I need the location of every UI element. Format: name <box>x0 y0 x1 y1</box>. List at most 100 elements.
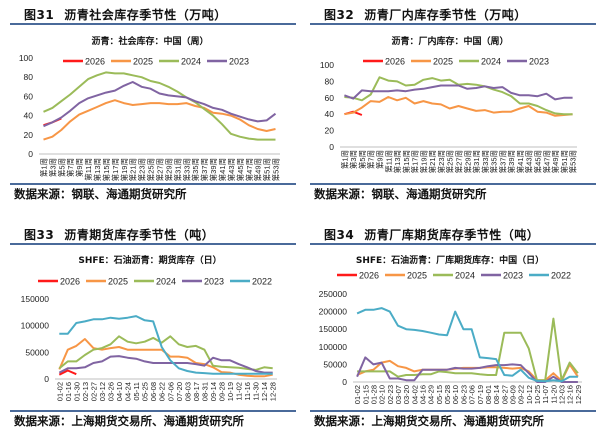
x-tick-label: 第13周 <box>392 150 402 173</box>
x-tick-label: 第19周 <box>119 158 129 181</box>
x-tick-label: 第31周 <box>172 158 182 181</box>
x-tick-label: 第7周 <box>65 158 75 177</box>
y-tick-label: 0 <box>44 374 49 384</box>
x-tick-label: 04-29 <box>427 385 436 404</box>
x-tick-label: 第39周 <box>506 150 516 173</box>
x-tick-label: 第11周 <box>383 150 393 173</box>
series-line-2026 <box>58 369 77 376</box>
x-tick-label: 第5周 <box>357 150 367 169</box>
x-tick-label: 第25周 <box>146 158 156 181</box>
legend-label-2025: 2025 <box>433 57 453 67</box>
x-tick-label: 第17周 <box>410 150 420 173</box>
y-tick-label: 100 <box>19 53 33 63</box>
legend-label-2023: 2023 <box>503 271 523 281</box>
x-tick-label: 第31周 <box>471 150 481 173</box>
legend-label-2023: 2023 <box>204 277 224 287</box>
x-tick-label: 第35周 <box>190 158 200 181</box>
x-tick-label: 第43周 <box>226 158 236 181</box>
x-tick-label: 05-11 <box>132 382 141 401</box>
x-tick-label: 01-16 <box>64 382 73 401</box>
series-line-2023 <box>58 355 273 374</box>
x-tick-label: 01-28 <box>369 385 378 404</box>
y-tick-label: 250000 <box>319 289 348 299</box>
x-tick-label: 01-30 <box>72 382 81 401</box>
x-tick-label: 07-19 <box>476 385 485 404</box>
title-rule <box>310 243 596 245</box>
x-tick-label: 10-12 <box>525 385 534 404</box>
x-tick-label: 05-15 <box>435 385 444 404</box>
x-tick-label: 12-29 <box>574 385 583 404</box>
x-tick-label: 08-27 <box>500 385 509 404</box>
legend-label-2024: 2024 <box>181 57 201 67</box>
source-note: 数据来源：钢联、海通期货研究所 <box>14 187 187 201</box>
figure-title-text: 沥青厂内库存季节性（万吨） <box>364 8 527 22</box>
x-tick-label: 09-28 <box>218 382 227 401</box>
x-tick-label: 第51周 <box>262 158 272 181</box>
x-tick-label: 05-25 <box>141 382 150 401</box>
legend-label-2023: 2023 <box>529 57 549 67</box>
x-tick-label: 01-02 <box>55 382 64 401</box>
legend-label-2023: 2023 <box>229 57 249 67</box>
x-tick-label: 第47周 <box>541 150 551 173</box>
legend-label-2024: 2024 <box>455 271 475 281</box>
panel-warehouse-futures-inventory: 图34 沥青厂库期货库存季节性（吨） SHFE：石油沥青：厂库期货库存：中国（日）… <box>300 220 600 439</box>
x-tick-label: 06-23 <box>459 385 468 404</box>
figure-number: 图34 <box>324 228 355 242</box>
figure-title-text: 沥青社会库存季节性（万吨） <box>64 8 227 22</box>
x-tick-label: 第41周 <box>515 150 525 173</box>
y-tick-label: 200000 <box>319 307 348 317</box>
x-tick-label: 12-16 <box>566 385 575 404</box>
figure-title: 图33 沥青期货库存季节性（吨） <box>24 226 214 243</box>
legend-label-2024: 2024 <box>481 57 501 67</box>
y-tick-label: 20 <box>24 130 34 140</box>
figure-title-text: 沥青厂库期货库存季节性（吨） <box>364 228 540 242</box>
x-tick-label: 09-09 <box>508 385 517 404</box>
chart-svg: 0 50000 100000 150000 01-02 01-16 01-30 02-13 02… <box>21 277 278 402</box>
x-tick-label: 第49周 <box>550 150 560 173</box>
title-rule <box>310 23 596 25</box>
x-tick-label: 08-31 <box>200 382 209 401</box>
panel-social-inventory: 图31 沥青社会库存季节性（万吨） 沥青：社会库存：中国（周） 0 20 40 60 80… <box>0 0 300 219</box>
x-tick-label: 03-20 <box>402 385 411 404</box>
x-tick-label: 08-17 <box>192 382 201 401</box>
chart-subtitle: SHFE：石油沥青：厂库期货库存：中国（日） <box>355 256 545 266</box>
figure-number: 图33 <box>24 228 55 242</box>
legend-label-2026: 2026 <box>85 57 105 67</box>
x-tick-label: 第45周 <box>235 158 245 181</box>
x-tick-label: 第41周 <box>217 158 227 181</box>
series-line-2024 <box>357 317 579 382</box>
x-tick-label: 03-07 <box>394 385 403 404</box>
x-tick-label: 第47周 <box>244 158 254 181</box>
y-tick-label: 150000 <box>319 324 348 334</box>
figure-title: 图31 沥青社会库存季节性（万吨） <box>24 6 227 23</box>
chart-svg: 020406080100第1周 第3周 第5周 第7周 第9周 第11周 第13周 第15周第… <box>19 53 281 181</box>
x-tick-label: 02-27 <box>89 382 98 401</box>
x-tick-label: 第9周 <box>74 158 84 177</box>
x-tick-label: 07-06 <box>468 385 477 404</box>
x-tick-label: 09-14 <box>209 382 218 401</box>
chart-subtitle: 沥青：社会库存：中国（周） <box>91 37 209 47</box>
y-tick-label: 100 <box>320 60 334 70</box>
y-tick-label: 80 <box>24 72 34 82</box>
y-tick-label: 0 <box>342 377 347 387</box>
y-tick-label: 80 <box>325 76 335 86</box>
x-tick-label: 第23周 <box>436 150 446 173</box>
x-tick-label: 第43周 <box>524 150 534 173</box>
x-tick-label: 12-14 <box>260 382 269 401</box>
x-tick-label: 第19周 <box>418 150 428 173</box>
legend-label-2026: 2026 <box>359 271 379 281</box>
y-tick-label: 100000 <box>21 321 50 331</box>
series-line-2022 <box>59 315 273 375</box>
x-tick-label: 第13周 <box>92 158 102 181</box>
legend-label-2022: 2022 <box>551 271 571 281</box>
series-line-2022 <box>356 307 578 383</box>
figure-title: 图32 沥青厂内库存季节性（万吨） <box>324 6 527 23</box>
x-tick-label: 第37周 <box>199 158 209 181</box>
source-rule <box>10 183 296 185</box>
x-tick-label: 08-14 <box>492 385 501 404</box>
series-line-2025 <box>43 99 276 141</box>
x-tick-label: 12-03 <box>558 385 567 404</box>
chart-svg: 0 50000 100000 150000 200000 250000 01-02 01-15… <box>319 271 583 405</box>
chart-subtitle: 沥青：厂内库存：中国（周） <box>391 37 509 47</box>
x-tick-label: 第33周 <box>480 150 490 173</box>
